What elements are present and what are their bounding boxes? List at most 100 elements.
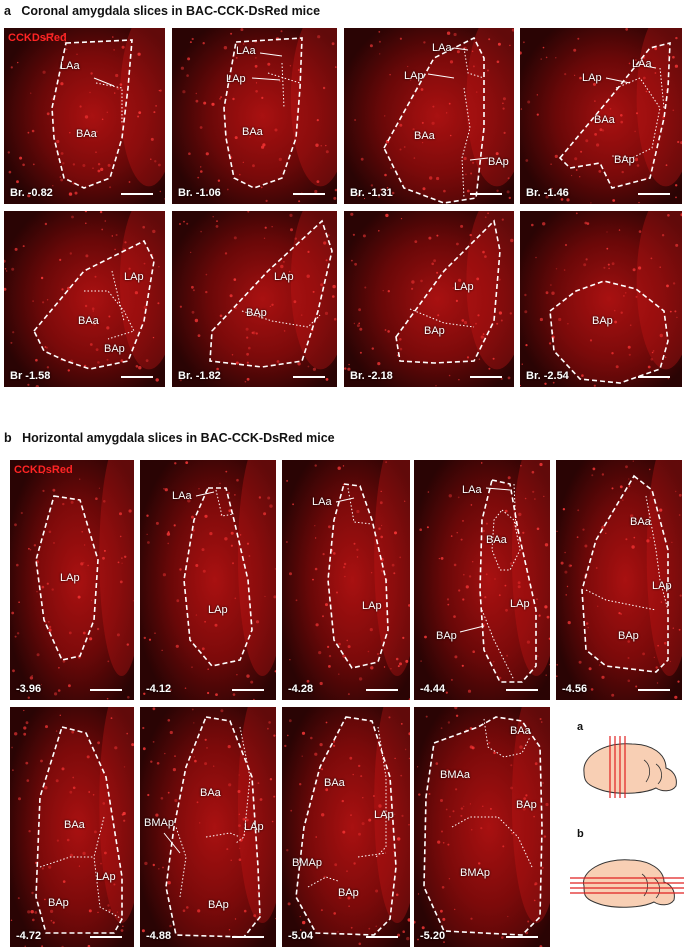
- cell-dot: [674, 64, 678, 68]
- cell-dot: [592, 467, 596, 471]
- horizontal-panel-7: BAa LAp BMAp BAp -4.88: [140, 707, 276, 947]
- cell-dot: [242, 296, 245, 299]
- cell-dot: [325, 603, 328, 607]
- cell-dot: [134, 291, 138, 295]
- cell-dot: [527, 920, 530, 923]
- cell-dot: [462, 598, 465, 601]
- subregion-border: [461, 87, 471, 199]
- cell-dot: [323, 875, 326, 878]
- cell-dot: [577, 37, 580, 40]
- cell-dot: [418, 132, 421, 135]
- region-label: BAp: [424, 325, 445, 337]
- cell-dot: [463, 321, 468, 325]
- cell-dot: [646, 539, 650, 543]
- cell-dot: [611, 262, 615, 266]
- schematic-b-label: b: [577, 828, 584, 840]
- cell-dot: [465, 585, 469, 589]
- cell-dot: [622, 499, 624, 501]
- cell-dot: [126, 643, 129, 646]
- cell-dot: [498, 594, 501, 597]
- cell-dot: [377, 362, 381, 366]
- region-label: BAa: [242, 126, 263, 138]
- region-label: BAa: [76, 128, 97, 140]
- cell-dot: [16, 180, 19, 184]
- cell-dot: [460, 807, 464, 810]
- cell-dot: [358, 322, 360, 325]
- cell-dot: [440, 909, 443, 913]
- cell-dot: [628, 353, 631, 356]
- cell-dot: [488, 367, 491, 370]
- cell-dot: [671, 541, 673, 543]
- cell-dot: [632, 268, 636, 272]
- cell-dot: [55, 730, 58, 732]
- cell-dot: [10, 341, 13, 344]
- amygdala-outline: [327, 483, 389, 669]
- cell-dot: [570, 564, 572, 567]
- cell-dot: [618, 612, 621, 615]
- cell-dot: [484, 255, 487, 258]
- cell-dot: [377, 653, 379, 655]
- cell-dot: [449, 815, 451, 818]
- horizontal-panel-1: LAp CCKDsRed -3.96: [10, 460, 134, 700]
- cell-dot: [283, 261, 285, 263]
- coronal-panel-1: LAa BAa CCKDsRed Br. -0.82: [4, 28, 165, 204]
- scale-bar: [638, 689, 670, 691]
- cell-dot: [601, 473, 605, 476]
- cell-dot: [30, 910, 34, 914]
- cell-dot: [391, 191, 395, 195]
- cell-dot: [565, 594, 567, 596]
- cell-dot: [62, 880, 66, 883]
- region-label: BAa: [594, 114, 615, 126]
- cell-dot: [378, 230, 380, 232]
- cell-dot: [155, 813, 159, 817]
- cell-dot: [85, 254, 89, 258]
- cell-dot: [631, 545, 635, 549]
- cell-dot: [186, 906, 189, 909]
- cell-dot: [541, 866, 544, 869]
- cell-dot: [498, 311, 502, 315]
- cell-dot: [395, 657, 399, 661]
- scale-bar: [638, 376, 670, 378]
- cell-dot: [333, 552, 336, 555]
- cell-dot: [273, 595, 276, 599]
- cell-dot: [348, 363, 350, 366]
- region-label: BAp: [104, 343, 125, 355]
- cell-dot: [92, 322, 97, 326]
- cell-dot: [104, 851, 107, 855]
- horizontal-panel-2: LAa LAp -4.12: [140, 460, 276, 700]
- cell-dot: [18, 797, 21, 801]
- cell-dot: [292, 503, 294, 506]
- cell-dot: [422, 142, 424, 144]
- cell-dot: [436, 176, 440, 181]
- cell-dot: [283, 330, 286, 332]
- cell-dot: [437, 314, 440, 317]
- cell-dot: [319, 681, 323, 686]
- cell-dot: [240, 28, 244, 32]
- cell-dot: [424, 635, 427, 639]
- cell-dot: [274, 670, 276, 673]
- region-label: BAa: [510, 725, 531, 737]
- cell-dot: [10, 919, 13, 921]
- subregion-border: [84, 290, 135, 340]
- cell-dot: [81, 531, 83, 533]
- subregion-border: [513, 483, 517, 531]
- cell-dot: [675, 243, 679, 247]
- fluorescence-image: [414, 707, 550, 947]
- cell-dot: [667, 214, 670, 217]
- cell-dot: [623, 295, 625, 297]
- cell-dot: [94, 830, 97, 834]
- cell-dot: [68, 192, 73, 196]
- cell-dot: [69, 790, 73, 794]
- cell-dot: [197, 176, 200, 179]
- cell-dot: [195, 564, 199, 567]
- cell-dot: [420, 88, 424, 91]
- cell-dot: [85, 222, 87, 225]
- cell-dot: [506, 190, 510, 194]
- cell-dot: [575, 212, 578, 215]
- cell-dot: [212, 216, 214, 218]
- cell-dot: [80, 562, 84, 566]
- cell-dot: [533, 899, 536, 902]
- cell-dot: [318, 651, 322, 655]
- amygdala-outline: [383, 36, 485, 204]
- cell-dot: [286, 541, 288, 543]
